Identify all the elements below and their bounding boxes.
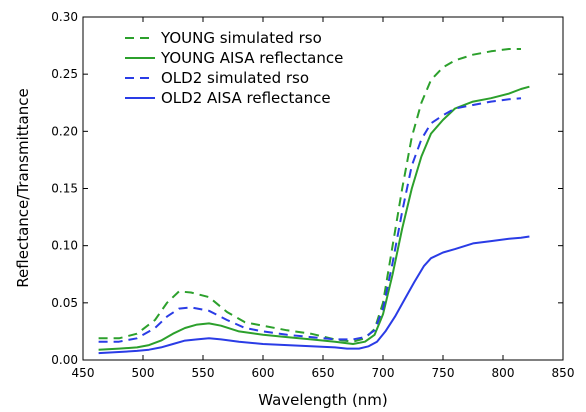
- x-tick-label: 700: [372, 366, 395, 380]
- x-tick-label: 650: [312, 366, 335, 380]
- plot-layer: [82, 16, 564, 361]
- legend: YOUNG simulated rso YOUNG AISA reflectanc…: [125, 29, 343, 107]
- y-tick-label: 0.25: [51, 67, 78, 81]
- y-tick-label: 0.10: [51, 239, 78, 253]
- y-tick-label: 0.00: [51, 353, 78, 367]
- x-tick-label: 750: [432, 366, 455, 380]
- x-tick-label: 600: [252, 366, 275, 380]
- series-line-4: [98, 235, 530, 355]
- series-line-3: [98, 97, 522, 343]
- legend-label-3: OLD2 simulated rso: [161, 69, 309, 87]
- y-tick-label: 0.30: [51, 10, 78, 24]
- y-tick-label: 0.15: [51, 182, 78, 196]
- tick-layer: 450 500 550 600 650 700 750 800 850 0.00 0.05 0.10 0…: [51, 10, 574, 380]
- x-tick-label: 850: [552, 366, 575, 380]
- legend-label-4: OLD2 AISA reflectance: [161, 89, 331, 107]
- x-tick-label: 800: [492, 366, 515, 380]
- plot-frame: [82, 16, 564, 361]
- y-axis-label: Reflectance/Transmittance: [14, 88, 32, 287]
- x-axis-label: Wavelength (nm): [258, 391, 388, 409]
- x-tick-label: 450: [72, 366, 95, 380]
- legend-label-1: YOUNG simulated rso: [160, 29, 322, 47]
- x-tick-label: 500: [132, 366, 155, 380]
- series-group: [98, 48, 530, 355]
- y-tick-label: 0.20: [51, 124, 78, 138]
- series-line-2: [98, 85, 530, 351]
- series-line-1: [98, 48, 521, 343]
- legend-label-2: YOUNG AISA reflectance: [160, 49, 343, 67]
- x-tick-label: 550: [192, 366, 215, 380]
- y-tick-label: 0.05: [51, 296, 78, 310]
